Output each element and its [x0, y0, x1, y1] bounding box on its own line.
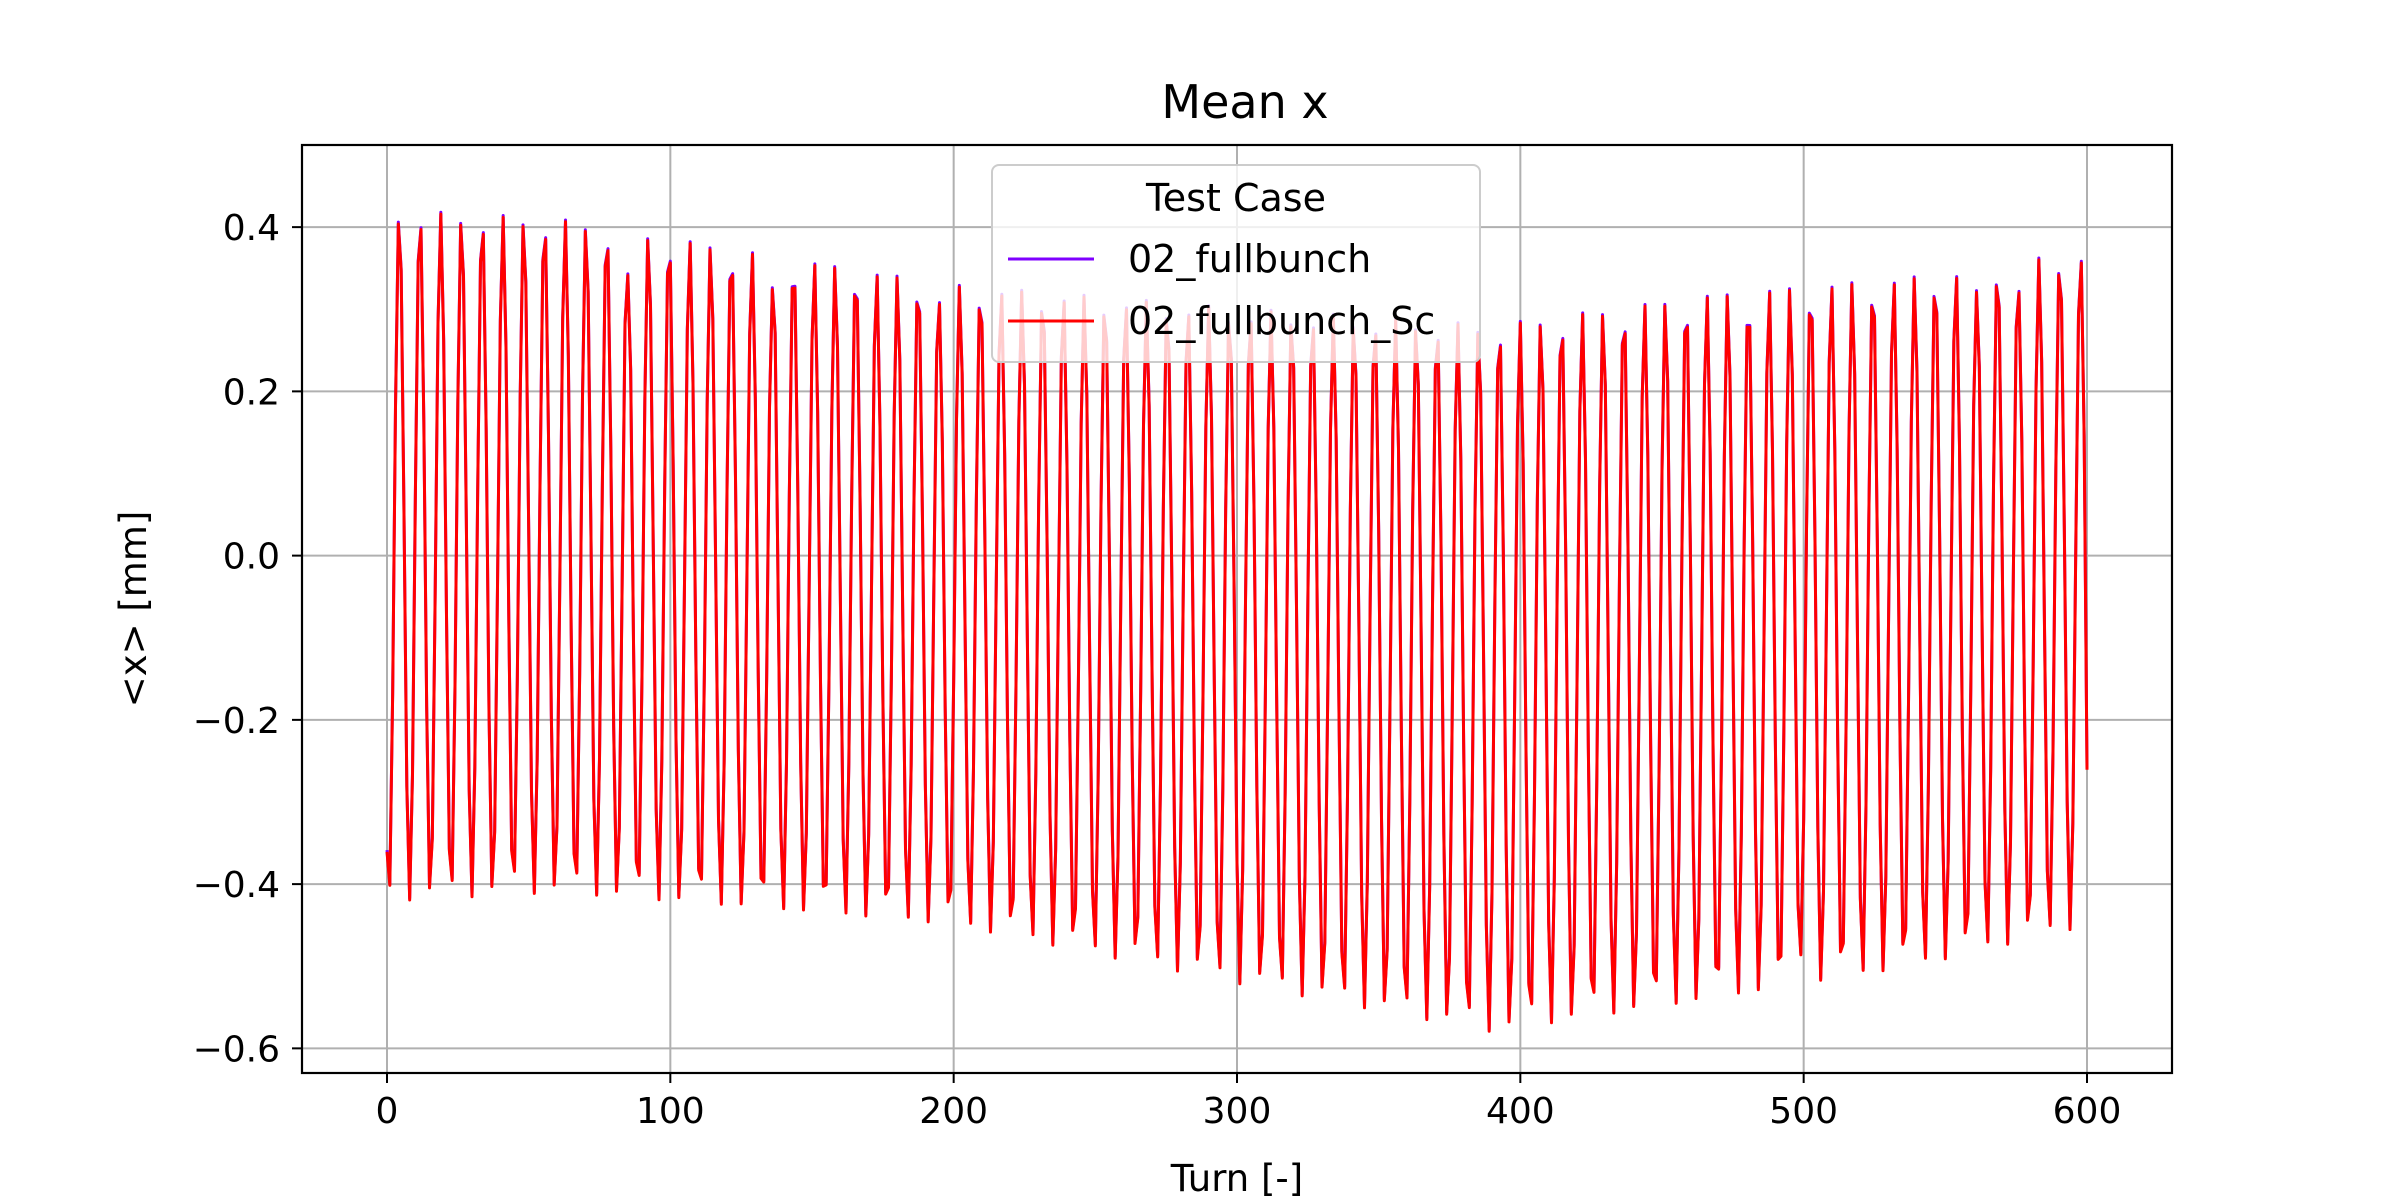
- legend-label-02-fullbunch-sc: 02_fullbunch_Sc: [1128, 299, 1435, 343]
- y-tick-label: 0.0: [223, 537, 280, 578]
- y-tick-label: 0.2: [223, 372, 280, 413]
- x-axis-title: Turn [-]: [1170, 1157, 1303, 1200]
- legend-box: [991, 164, 1481, 363]
- y-tick-label: −0.4: [193, 865, 280, 906]
- x-tick-label: 600: [2053, 1091, 2122, 1132]
- y-tick-label: 0.4: [223, 208, 280, 249]
- legend: Test Case 02_fullbunch 02_fullbunch_Sc: [991, 164, 1481, 363]
- chart-title: Mean x: [1161, 75, 1328, 129]
- legend-label-02-fullbunch: 02_fullbunch: [1128, 237, 1371, 281]
- series-line-02-fullbunch-sc: [385, 212, 2089, 1033]
- series-layer: [385, 210, 2089, 1033]
- x-tick-label: 300: [1203, 1091, 1272, 1132]
- y-tick-label: −0.6: [193, 1029, 280, 1070]
- legend-title: Test Case: [1145, 176, 1326, 220]
- x-tick-label: 100: [636, 1091, 705, 1132]
- x-tick-label: 500: [1769, 1091, 1838, 1132]
- x-tick-label: 200: [919, 1091, 988, 1132]
- x-tick-label: 0: [376, 1091, 399, 1132]
- y-axis-title: <x> [mm]: [112, 511, 155, 708]
- y-tick-label: −0.2: [193, 701, 280, 742]
- tick-layer: 0 100 200 300 400 500 600 −0.6 −0.4 −0.2 0.0 0.2 0.4: [193, 208, 2122, 1132]
- x-tick-label: 400: [1486, 1091, 1555, 1132]
